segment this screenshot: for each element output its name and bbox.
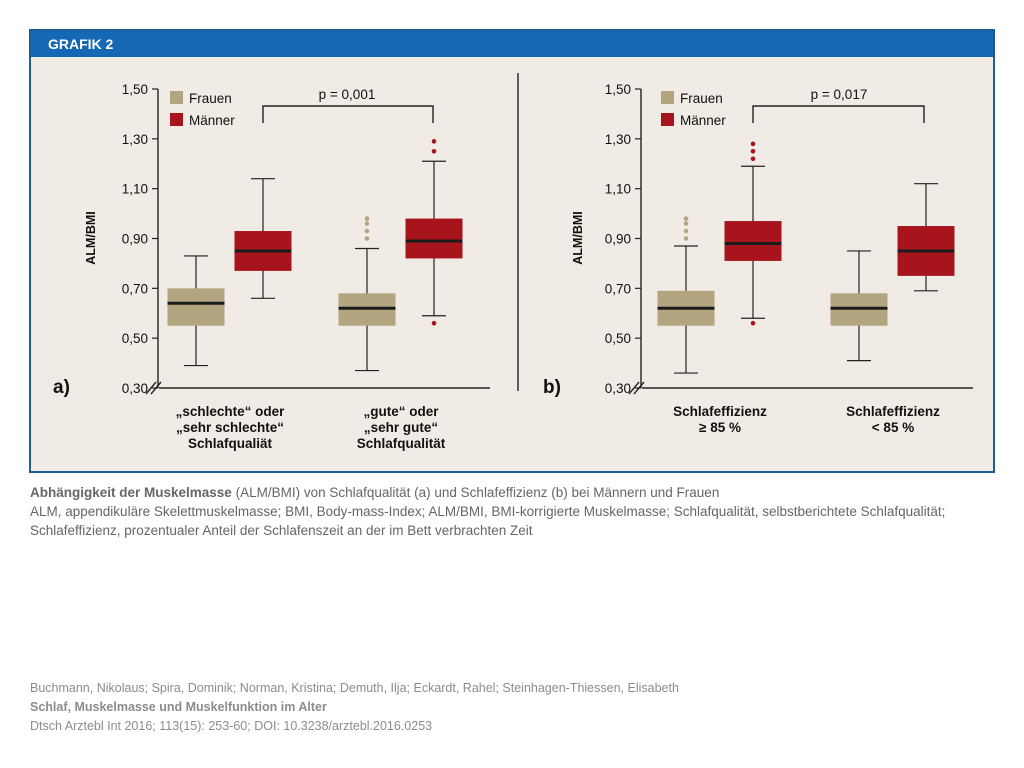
panel-b-group-1-maenner-outlier: [750, 148, 756, 154]
panel-a-y-tick-label: 0,90: [122, 232, 148, 247]
caption-title-bold: Abhängigkeit der Muskelmasse: [30, 485, 232, 500]
figure-panel: GRAFIK 2 1,50 1,30 1,10 0,90 0,70 0,50 0,30 ALM…: [29, 29, 995, 473]
panel-a-y-axis-label: ALM/BMI: [84, 211, 98, 264]
panel-b-group-1-maenner-outlier: [750, 141, 756, 147]
panel-a-category-label-1: „sehr schlechte“: [176, 420, 284, 435]
panel-a-group-2-maenner-outlier: [431, 139, 437, 144]
panel-b-y-tick-label: 0,90: [605, 232, 631, 247]
panel-a-y-tick-label: 0,70: [122, 281, 148, 296]
panel-a-category-label-2: Schlafqualität: [357, 436, 446, 451]
figure-caption: Abhängigkeit der Muskelmasse (ALM/BMI) v…: [30, 483, 990, 540]
panel-b-legend-swatch-maenner: [661, 113, 674, 126]
footer-authors: Buchmann, Nikolaus; Spira, Dominik; Norm…: [30, 681, 679, 695]
panel-a-axis-break-1: [145, 381, 157, 395]
panel-b-legend-swatch-frauen: [661, 91, 674, 104]
panel-a-significance-bracket: [262, 105, 434, 123]
panel-b-significance-bracket: [752, 105, 925, 123]
panel-b-legend-label-maenner: Männer: [680, 113, 726, 128]
panel-b-y-tick-label: 1,30: [605, 132, 631, 147]
panel-a-category-label-1: „schlechte“ oder: [176, 404, 286, 419]
panel-a-category-label-2: „gute“ oder: [363, 404, 439, 419]
panel-b-p-value: p = 0,017: [811, 87, 868, 102]
panel-a-group-2-frauen-outlier: [364, 236, 370, 241]
panel-b-category-label-2: < 85 %: [872, 420, 914, 435]
panel-a-y-tick-label: 0,30: [122, 381, 148, 396]
panel-b-group-1-maenner-outlier: [750, 156, 756, 162]
panel-a-group-2-frauen-outlier: [364, 216, 370, 221]
panel-b-y-tick-label: 0,50: [605, 331, 631, 346]
panel-b-y-tick-label: 1,50: [605, 82, 631, 97]
box-plot-chart: 1,50 1,30 1,10 0,90 0,70 0,50 0,30 ALM/BMI a) Fra…: [53, 73, 973, 451]
panel-b-category-label-1: ≥ 85 %: [699, 420, 741, 435]
panel-b-group-1-maenner-outlier: [750, 320, 756, 326]
panel-a-category-label-2: „sehr gute“: [364, 420, 438, 435]
panel-a-y-tick-label: 1,30: [122, 132, 148, 147]
panel-a-legend-swatch-frauen: [170, 91, 183, 104]
caption-line-3: Schlafeffizienz, prozentualer Anteil der…: [30, 523, 533, 538]
citation-footer: Buchmann, Nikolaus; Spira, Dominik; Norm…: [30, 679, 679, 736]
panel-a-group-2-frauen-outlier: [364, 228, 370, 234]
panel-a-legend-label-frauen: Frauen: [189, 91, 232, 106]
panel-b-y-tick-label: 1,10: [605, 182, 631, 197]
footer-citation: Dtsch Arztebl Int 2016; 113(15): 253-60;…: [30, 719, 433, 733]
panel-a-p-value: p = 0,001: [319, 87, 376, 102]
panel-a-group-2-frauen-outlier: [364, 221, 370, 226]
panel-a-legend-label-maenner: Männer: [189, 113, 235, 128]
panel-b-group-1-frauen-outlier: [683, 221, 689, 226]
panel-b-y-tick-label: 0,70: [605, 281, 631, 296]
panel-a-category-label-1: Schlafqualiät: [188, 436, 273, 451]
caption-title-rest: (ALM/BMI) von Schlafqualität (a) und Sch…: [231, 485, 720, 500]
panel-a-group-1-frauen-box: [167, 288, 225, 326]
panel-b-label: b): [543, 377, 561, 398]
panel-a-y-tick-label: 1,50: [122, 82, 148, 97]
figure-label: GRAFIK 2: [48, 36, 114, 52]
panel-b-category-label-2: Schlafeffizienz: [846, 404, 940, 419]
panel-a-group-2-maenner-box: [405, 218, 463, 259]
panel-b-category-label-1: Schlafeffizienz: [673, 404, 767, 419]
panel-b-group-1-frauen-outlier: [683, 228, 689, 234]
panel-a-y-tick-label: 0,50: [122, 331, 148, 346]
caption-title: Abhängigkeit der Muskelmasse (ALM/BMI) v…: [30, 483, 990, 502]
panel-b-y-tick-label: 0,30: [605, 381, 631, 396]
panel-a-label: a): [53, 377, 70, 398]
panel-b-axis-break-1: [628, 381, 640, 395]
panel-b-group-1-maenner-box: [724, 221, 782, 261]
footer-title: Schlaf, Muskelmasse und Muskelfunktion i…: [30, 700, 327, 714]
panel-a-y-tick-label: 1,10: [122, 182, 148, 197]
panel-b-group-1-frauen-outlier: [683, 216, 689, 221]
caption-line-2: ALM, appendikuläre Skelettmuskelmasse; B…: [30, 504, 946, 519]
panel-b-group-1-frauen-outlier: [683, 236, 689, 241]
panel-a-legend-swatch-maenner: [170, 113, 183, 126]
figure-header: GRAFIK 2: [31, 31, 993, 57]
panel-b-legend-label-frauen: Frauen: [680, 91, 723, 106]
panel-a-group-2-maenner-outlier: [431, 320, 437, 326]
panel-b-y-axis-label: ALM/BMI: [571, 211, 585, 264]
panel-a-group-2-maenner-outlier: [431, 148, 437, 154]
